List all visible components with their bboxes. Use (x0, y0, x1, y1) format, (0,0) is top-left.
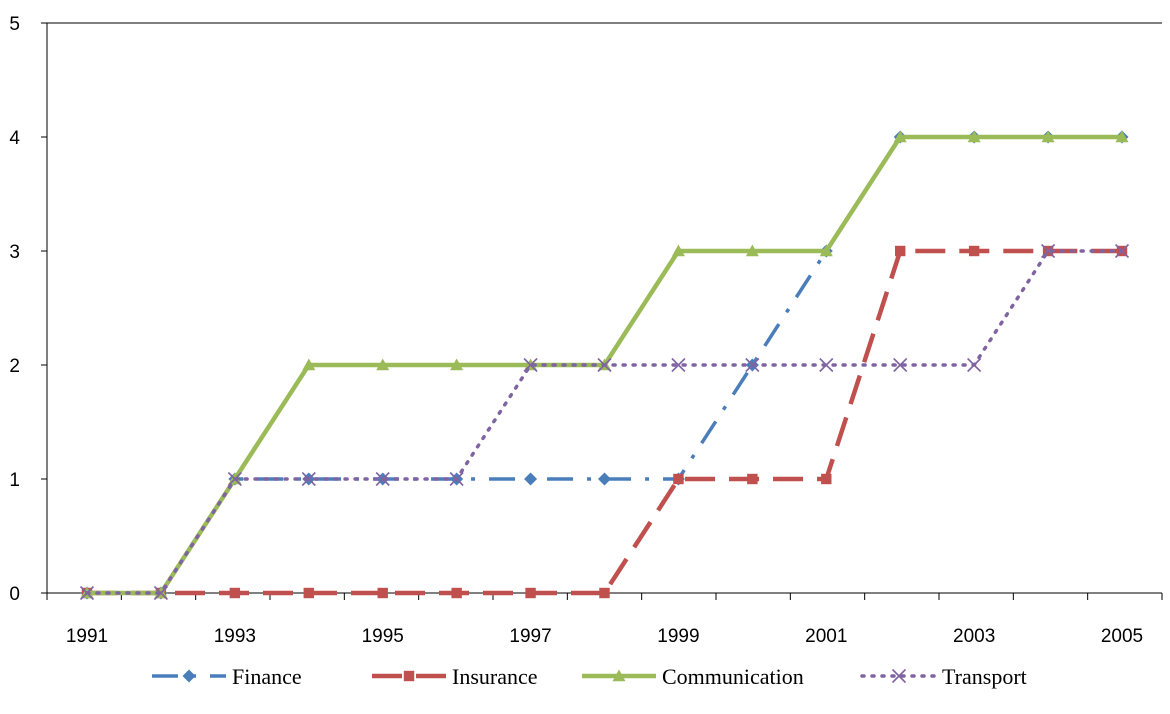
y-tick-label: 4 (9, 128, 20, 149)
data-point (745, 357, 760, 373)
data-point (451, 587, 462, 599)
tick-labels: 0 1 2 3 4 5 1991 1993 1995 1997 1999 2001 2003 2005 (9, 14, 1143, 647)
legend-item-insurance: Insurance (372, 664, 538, 689)
x-tick-label: 2003 (953, 626, 995, 647)
series-transport (79, 243, 1130, 601)
data-point (968, 245, 980, 257)
data-point (893, 130, 907, 143)
series-line (87, 248, 1122, 596)
x-tick-label: 1997 (509, 626, 551, 647)
data-point (376, 358, 390, 371)
data-point (821, 473, 832, 485)
data-point (671, 244, 685, 257)
data-point (1114, 243, 1130, 259)
x-tick-label: 1999 (657, 626, 699, 647)
legend-label: Insurance (452, 664, 538, 689)
data-point (302, 358, 316, 371)
data-point (524, 472, 538, 486)
axes (41, 22, 1163, 600)
data-point (182, 669, 196, 683)
data-point (301, 471, 316, 487)
legend-label: Communication (662, 664, 804, 689)
data-point (819, 357, 834, 373)
data-point (745, 244, 759, 257)
data-point (449, 471, 464, 487)
data-point (747, 473, 758, 485)
data-point (1041, 130, 1055, 143)
data-point (967, 130, 981, 143)
data-point (153, 585, 168, 601)
y-tick-label: 5 (9, 14, 20, 35)
x-tick-label: 2001 (805, 626, 847, 647)
data-point (673, 473, 684, 485)
data-point (403, 670, 415, 682)
data-point (450, 358, 464, 371)
data-point (671, 357, 686, 373)
data-point (612, 669, 626, 682)
legend: Finance Insurance Communication Transport (152, 664, 1027, 689)
legend-item-finance: Finance (152, 664, 302, 689)
y-tick-label: 2 (9, 356, 20, 377)
data-point (895, 245, 906, 257)
x-tick-label: 1995 (362, 626, 404, 647)
data-point (598, 472, 611, 486)
legend-item-communication: Communication (582, 664, 804, 689)
x-tick-label: 1993 (214, 626, 256, 647)
data-point (1115, 130, 1129, 143)
x-tick-label: 2005 (1101, 626, 1143, 647)
data-point (375, 471, 390, 487)
data-point (229, 587, 241, 599)
y-tick-label: 0 (9, 584, 20, 605)
series-insurance (81, 245, 1128, 599)
y-tick-label: 3 (9, 242, 20, 263)
data-point (525, 587, 536, 599)
data-point (79, 585, 95, 601)
x-tick-label: 1991 (66, 626, 108, 647)
y-tick-label: 1 (9, 470, 20, 491)
data-point (523, 357, 538, 373)
series-lines (79, 130, 1130, 601)
legend-label: Finance (232, 664, 302, 689)
series-line (85, 249, 1124, 595)
legend-item-transport: Transport (860, 664, 1027, 689)
data-point (819, 244, 833, 257)
data-point (1041, 243, 1056, 259)
data-point (303, 587, 314, 599)
data-point (891, 668, 907, 684)
data-point (599, 587, 610, 599)
data-point (377, 587, 388, 599)
data-point (967, 357, 982, 373)
data-point (893, 357, 908, 373)
data-point (227, 471, 242, 487)
data-point (597, 357, 612, 373)
legend-label: Transport (942, 664, 1027, 689)
